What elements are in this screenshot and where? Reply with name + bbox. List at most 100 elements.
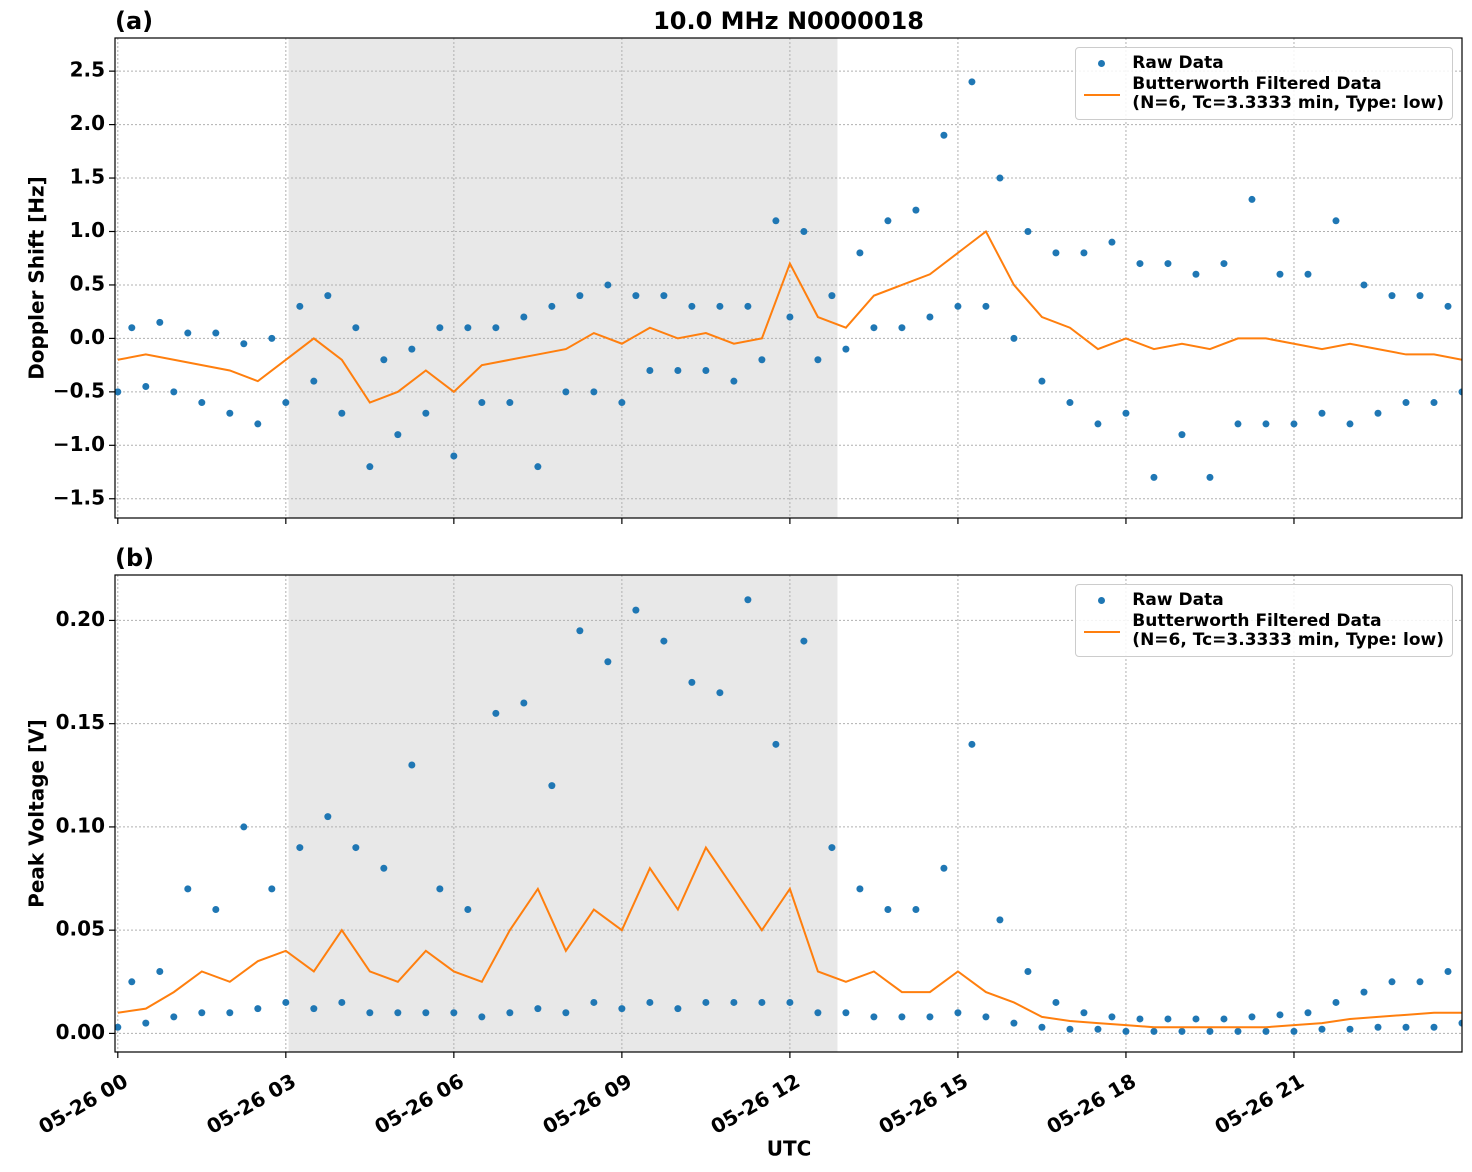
raw-point bbox=[1080, 1009, 1088, 1017]
raw-point bbox=[576, 292, 584, 300]
raw-point bbox=[1262, 1027, 1270, 1035]
raw-point bbox=[1360, 281, 1368, 289]
panel-label: (b) bbox=[115, 544, 154, 572]
y-tick-label: 0.20 bbox=[56, 607, 105, 631]
raw-point bbox=[408, 345, 416, 353]
raw-point bbox=[1262, 420, 1270, 428]
raw-point bbox=[618, 1005, 626, 1013]
raw-point bbox=[506, 1009, 514, 1017]
raw-point bbox=[366, 1009, 374, 1017]
legend-entry: Raw Data bbox=[1082, 591, 1444, 610]
raw-point bbox=[1360, 988, 1368, 996]
raw-point bbox=[352, 324, 360, 332]
x-tick-label: 05-26 18 bbox=[1043, 1069, 1141, 1139]
raw-point bbox=[1052, 249, 1060, 257]
raw-point bbox=[1346, 1025, 1354, 1033]
raw-point bbox=[646, 366, 654, 374]
raw-point bbox=[800, 227, 808, 235]
raw-point bbox=[632, 606, 640, 614]
raw-point bbox=[940, 864, 948, 872]
raw-point bbox=[968, 78, 976, 86]
raw-point bbox=[954, 1009, 962, 1017]
legend-key bbox=[1082, 85, 1122, 104]
raw-point bbox=[394, 431, 402, 439]
raw-point bbox=[1220, 1015, 1228, 1023]
raw-point bbox=[1094, 1025, 1102, 1033]
y-tick-label: 2.0 bbox=[70, 111, 105, 135]
raw-point bbox=[520, 699, 528, 707]
raw-point bbox=[338, 998, 346, 1006]
legend-entry: Raw Data bbox=[1082, 54, 1444, 73]
raw-point bbox=[1374, 1023, 1382, 1031]
raw-point bbox=[324, 292, 332, 300]
raw-point bbox=[1290, 1027, 1298, 1035]
raw-point bbox=[422, 1009, 430, 1017]
raw-point bbox=[1234, 1027, 1242, 1035]
y-tick-label: −1.5 bbox=[53, 485, 105, 509]
raw-point bbox=[156, 967, 164, 975]
raw-point bbox=[590, 388, 598, 396]
raw-point bbox=[744, 596, 752, 604]
legend-key bbox=[1082, 54, 1122, 73]
x-tick-label: 05-26 21 bbox=[1211, 1069, 1309, 1139]
x-axis-label: UTC bbox=[767, 1137, 812, 1161]
raw-point bbox=[898, 324, 906, 332]
raw-point bbox=[660, 637, 668, 645]
raw-point bbox=[548, 302, 556, 310]
raw-point bbox=[198, 399, 206, 407]
raw-point bbox=[842, 1009, 850, 1017]
legend-entry: Butterworth Filtered Data (N=6, Tc=3.333… bbox=[1082, 75, 1444, 113]
raw-point bbox=[1346, 420, 1354, 428]
raw-point bbox=[450, 452, 458, 460]
raw-point bbox=[1024, 227, 1032, 235]
raw-point bbox=[926, 1013, 934, 1021]
axes-frame bbox=[114, 37, 1463, 519]
y-axis-label: Doppler Shift [Hz] bbox=[25, 176, 49, 380]
raw-point bbox=[1122, 409, 1130, 417]
raw-point bbox=[1136, 260, 1144, 268]
raw-point bbox=[296, 302, 304, 310]
raw-point bbox=[1206, 1027, 1214, 1035]
raw-point bbox=[842, 345, 850, 353]
shaded-region bbox=[288, 38, 838, 518]
raw-point bbox=[1108, 238, 1116, 246]
raw-point bbox=[380, 864, 388, 872]
legend: Raw Data Butterworth Filtered Data (N=6, … bbox=[1075, 47, 1453, 120]
legend-label: Raw Data bbox=[1132, 53, 1224, 73]
raw-point bbox=[870, 324, 878, 332]
raw-point bbox=[898, 1013, 906, 1021]
raw-point bbox=[1066, 399, 1074, 407]
raw-point bbox=[366, 463, 374, 471]
raw-point bbox=[1290, 420, 1298, 428]
raw-point bbox=[1038, 1023, 1046, 1031]
raw-point bbox=[310, 377, 318, 385]
raw-point bbox=[1276, 1011, 1284, 1019]
raw-point bbox=[982, 302, 990, 310]
plot-area bbox=[115, 78, 1462, 481]
raw-point bbox=[1402, 399, 1410, 407]
raw-point bbox=[240, 823, 248, 831]
raw-point bbox=[1444, 967, 1452, 975]
raw-point bbox=[1416, 292, 1424, 300]
raw-point bbox=[618, 399, 626, 407]
raw-point bbox=[115, 388, 122, 396]
x-tick-label: 05-26 09 bbox=[538, 1069, 636, 1139]
x-tick-label: 05-26 12 bbox=[706, 1069, 804, 1139]
raw-point bbox=[170, 1013, 178, 1021]
raw-point bbox=[702, 998, 710, 1006]
raw-point bbox=[786, 313, 794, 321]
raw-point bbox=[282, 998, 290, 1006]
raw-point bbox=[254, 420, 262, 428]
x-tick-label: 05-26 03 bbox=[202, 1069, 300, 1139]
raw-point bbox=[1416, 978, 1424, 986]
raw-point bbox=[1304, 270, 1312, 278]
raw-point bbox=[856, 249, 864, 257]
raw-point bbox=[1430, 1023, 1438, 1031]
raw-point bbox=[1276, 270, 1284, 278]
y-tick-label: 0.05 bbox=[56, 917, 105, 941]
raw-point bbox=[1080, 249, 1088, 257]
raw-point bbox=[310, 1005, 318, 1013]
raw-point bbox=[1332, 217, 1340, 225]
raw-point bbox=[450, 1009, 458, 1017]
